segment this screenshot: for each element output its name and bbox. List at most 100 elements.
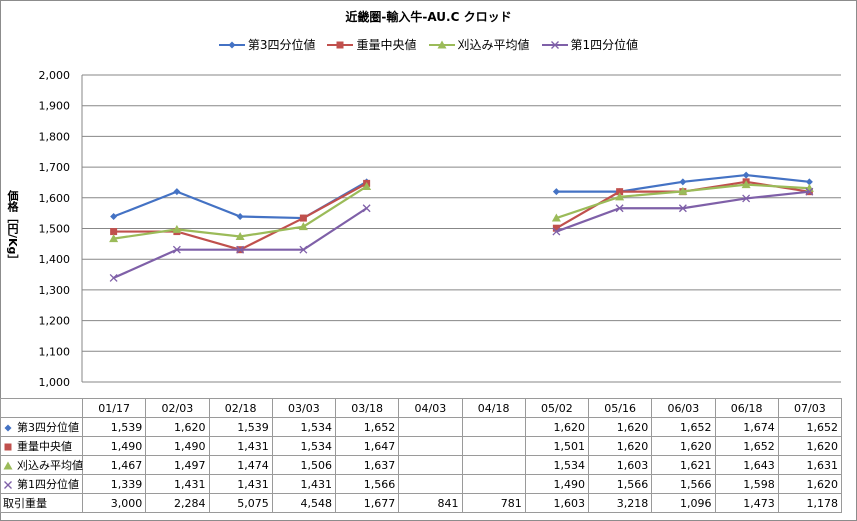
table-row: 刈込み平均値 1,467 1,497 1,474 1,506 1,637 1,534 1,60… [0,455,843,475]
data-label: 1,490 [145,436,210,456]
data-point [805,187,814,196]
data-label: 1,490 [524,474,590,494]
data-label: 1,534 [271,417,337,437]
data-label: 5,075 [208,493,273,513]
row-label: 取引重量 [0,493,83,513]
data-label: 1,539 [208,417,273,437]
data-point [552,224,560,232]
y-tick-label: 1,900 [39,100,71,113]
legend-label: 刈込み平均値 [457,38,530,52]
table-row: 第3四分位値 1,539 1,620 1,539 1,534 1,652 1,620 1,62… [0,417,843,437]
row-label: 刈込み平均値 [0,455,83,475]
data-point [236,245,245,254]
data-label: 1,674 [714,417,779,437]
data-label: 1,620 [777,474,843,494]
y-tick-label: 1,800 [39,130,71,143]
y-tick-label: 1,600 [39,192,71,205]
data-label: 3,000 [81,493,147,513]
data-point [615,192,625,201]
data-label: 1,643 [714,455,779,475]
data-label [461,417,526,437]
data-label: 1,621 [651,455,716,475]
data-point [742,171,750,179]
legend-swatch [327,41,354,48]
series-triangle [109,180,814,243]
data-label [398,455,463,475]
data-point [110,228,118,236]
data-label: 1,620 [587,417,653,437]
row-label: 第3四分位値 [0,417,83,437]
data-table: 01/17 02/03 02/18 03/03 03/18 04/03 04/18 05/02… [0,398,843,513]
x-tick-label: 02/18 [208,398,273,418]
data-label: 1,620 [651,436,716,456]
y-tick-label: 2,000 [39,69,71,82]
data-label [461,455,526,475]
y-tick-label: 1,700 [39,161,71,174]
y-tick-label: 1,300 [39,284,71,297]
data-point [616,188,624,196]
chart-legend: 第3四分位値 重量中央値 刈込み平均値 第1四分位値 [0,36,857,53]
data-point [173,188,181,196]
chart-title: 近畿圏-輸入牛-AU.C クロッド [345,10,512,24]
data-label: 1,652 [714,436,779,456]
x-tick-label: 03/18 [334,398,400,418]
x-tick-label: 04/03 [398,398,463,418]
data-label: 1,178 [777,493,843,513]
data-label [398,474,463,494]
data-point [299,214,307,222]
data-label: 781 [461,493,526,513]
x-tick-label: 07/03 [777,398,843,418]
x-tick-label: 06/03 [651,398,716,418]
data-point [172,224,182,233]
data-point [362,204,371,213]
data-point [552,188,560,196]
data-label [398,436,463,456]
data-point [298,222,308,231]
data-label: 1,631 [777,455,843,475]
data-label [461,474,526,494]
data-label: 1,506 [271,455,337,475]
legend-label: 重量中央値 [356,38,417,52]
data-point [615,204,624,213]
data-label: 1,473 [714,493,779,513]
data-label: 1,652 [777,417,843,437]
data-point [109,273,118,282]
data-label: 1,497 [145,455,210,475]
data-label: 1,431 [208,474,273,494]
row-label: 重量中央値 [0,436,83,456]
data-label [398,417,463,437]
data-point [110,213,118,221]
data-label: 1,620 [777,436,843,456]
data-label [461,436,526,456]
plot-area: 1,000 1,100 1,200 1,300 1,400 1,500 1,600 1,700… [39,69,841,389]
data-label: 4,548 [271,493,337,513]
row-marker [3,461,13,470]
data-label: 1,539 [81,417,147,437]
legend-swatch [428,40,455,48]
data-label: 1,598 [714,474,779,494]
data-point [679,178,687,186]
y-tick-label: 1,200 [39,315,71,328]
x-tick-label: 06/18 [714,398,779,418]
data-label: 1,501 [524,436,590,456]
legend-item: 第1四分位値 [541,36,639,53]
data-label: 1,096 [651,493,716,513]
data-label: 1,620 [587,436,653,456]
data-label: 1,620 [145,417,210,437]
series-x [109,187,814,282]
data-point [678,186,688,195]
legend-item: 重量中央値 [327,36,417,53]
x-tick-label: 03/03 [271,398,337,418]
data-label: 1,474 [208,455,273,475]
data-point [235,231,245,240]
data-point [741,180,751,189]
data-label: 3,218 [587,493,653,513]
data-point [678,204,687,213]
x-tick-label: 04/18 [461,398,526,418]
legend-swatch [541,40,568,49]
legend-swatch [218,41,245,48]
x-tick-label: 05/16 [587,398,653,418]
data-label: 1,647 [334,436,400,456]
data-label: 1,677 [334,493,400,513]
legend-label: 第1四分位値 [570,38,639,52]
